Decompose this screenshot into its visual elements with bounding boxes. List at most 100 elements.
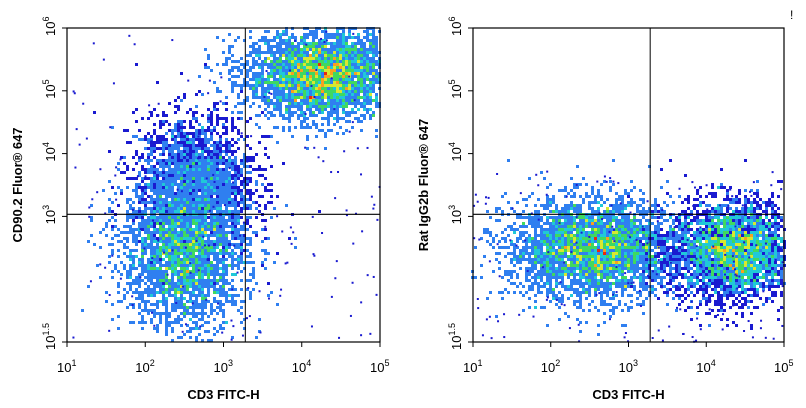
density-point (552, 234, 555, 237)
density-point (174, 321, 177, 324)
density-point (603, 267, 606, 270)
density-point (312, 63, 315, 66)
density-point (147, 270, 150, 273)
density-point (216, 270, 219, 273)
density-point (240, 171, 243, 174)
density-point (186, 282, 189, 285)
density-point (111, 276, 114, 279)
density-point (219, 147, 222, 150)
density-point (183, 186, 186, 189)
density-point (147, 147, 150, 150)
event-point (310, 325, 313, 328)
event-point (131, 208, 134, 211)
density-point (255, 84, 258, 87)
density-point (261, 96, 264, 99)
density-point (237, 192, 240, 195)
density-point (276, 108, 279, 111)
density-point (573, 186, 576, 189)
density-point (276, 102, 279, 105)
density-point (210, 243, 213, 246)
density-point (252, 45, 255, 48)
density-point (147, 285, 150, 288)
density-point (300, 63, 303, 66)
density-point (156, 192, 159, 195)
density-point (213, 147, 216, 150)
density-point (303, 60, 306, 63)
density-point (207, 267, 210, 270)
density-point (192, 267, 195, 270)
density-point (513, 243, 516, 246)
density-point (270, 63, 273, 66)
density-point (330, 102, 333, 105)
density-point (339, 66, 342, 69)
density-point (288, 42, 291, 45)
density-point (186, 228, 189, 231)
event-point (343, 150, 346, 153)
density-point (363, 90, 366, 93)
density-point (642, 231, 645, 234)
density-point (288, 57, 291, 60)
density-point (615, 279, 618, 282)
density-point (153, 210, 156, 213)
density-point (189, 150, 192, 153)
density-point (159, 231, 162, 234)
density-point (285, 60, 288, 63)
density-point (183, 231, 186, 234)
density-point (228, 255, 231, 258)
density-point (630, 228, 633, 231)
density-point (375, 135, 378, 138)
density-point (294, 246, 297, 249)
density-point (321, 108, 324, 111)
density-point (183, 249, 186, 252)
density-point (654, 261, 657, 264)
density-point (144, 246, 147, 249)
density-point (156, 228, 159, 231)
density-point (231, 225, 234, 228)
density-point (147, 201, 150, 204)
density-point (198, 222, 201, 225)
density-point (189, 204, 192, 207)
density-point (207, 138, 210, 141)
density-point (120, 231, 123, 234)
density-point (252, 57, 255, 60)
density-point (612, 252, 615, 255)
density-point (327, 96, 330, 99)
density-point (288, 66, 291, 69)
density-point (327, 87, 330, 90)
density-point (150, 279, 153, 282)
event-point (74, 166, 77, 169)
density-point (318, 108, 321, 111)
density-point (210, 261, 213, 264)
density-point (147, 177, 150, 180)
event-point (304, 146, 307, 149)
density-point (171, 273, 174, 276)
density-point (612, 159, 615, 162)
density-point (99, 246, 102, 249)
density-point (192, 210, 195, 213)
density-point (276, 78, 279, 81)
density-point (234, 162, 237, 165)
density-point (150, 150, 153, 153)
density-point (612, 234, 615, 237)
density-point (297, 108, 300, 111)
density-point (213, 231, 216, 234)
density-point (198, 327, 201, 330)
density-point (210, 198, 213, 201)
density-point (141, 156, 144, 159)
density-point (264, 177, 267, 180)
density-point (291, 90, 294, 93)
density-point (330, 108, 333, 111)
density-point (216, 252, 219, 255)
density-point (600, 285, 603, 288)
event-point (119, 158, 122, 161)
density-point (630, 225, 633, 228)
event-point (376, 218, 379, 221)
density-point (213, 186, 216, 189)
density-point (189, 159, 192, 162)
density-point (273, 63, 276, 66)
density-point (339, 117, 342, 120)
density-point (138, 282, 141, 285)
density-point (306, 126, 309, 129)
density-point (129, 288, 132, 291)
density-point (591, 237, 594, 240)
